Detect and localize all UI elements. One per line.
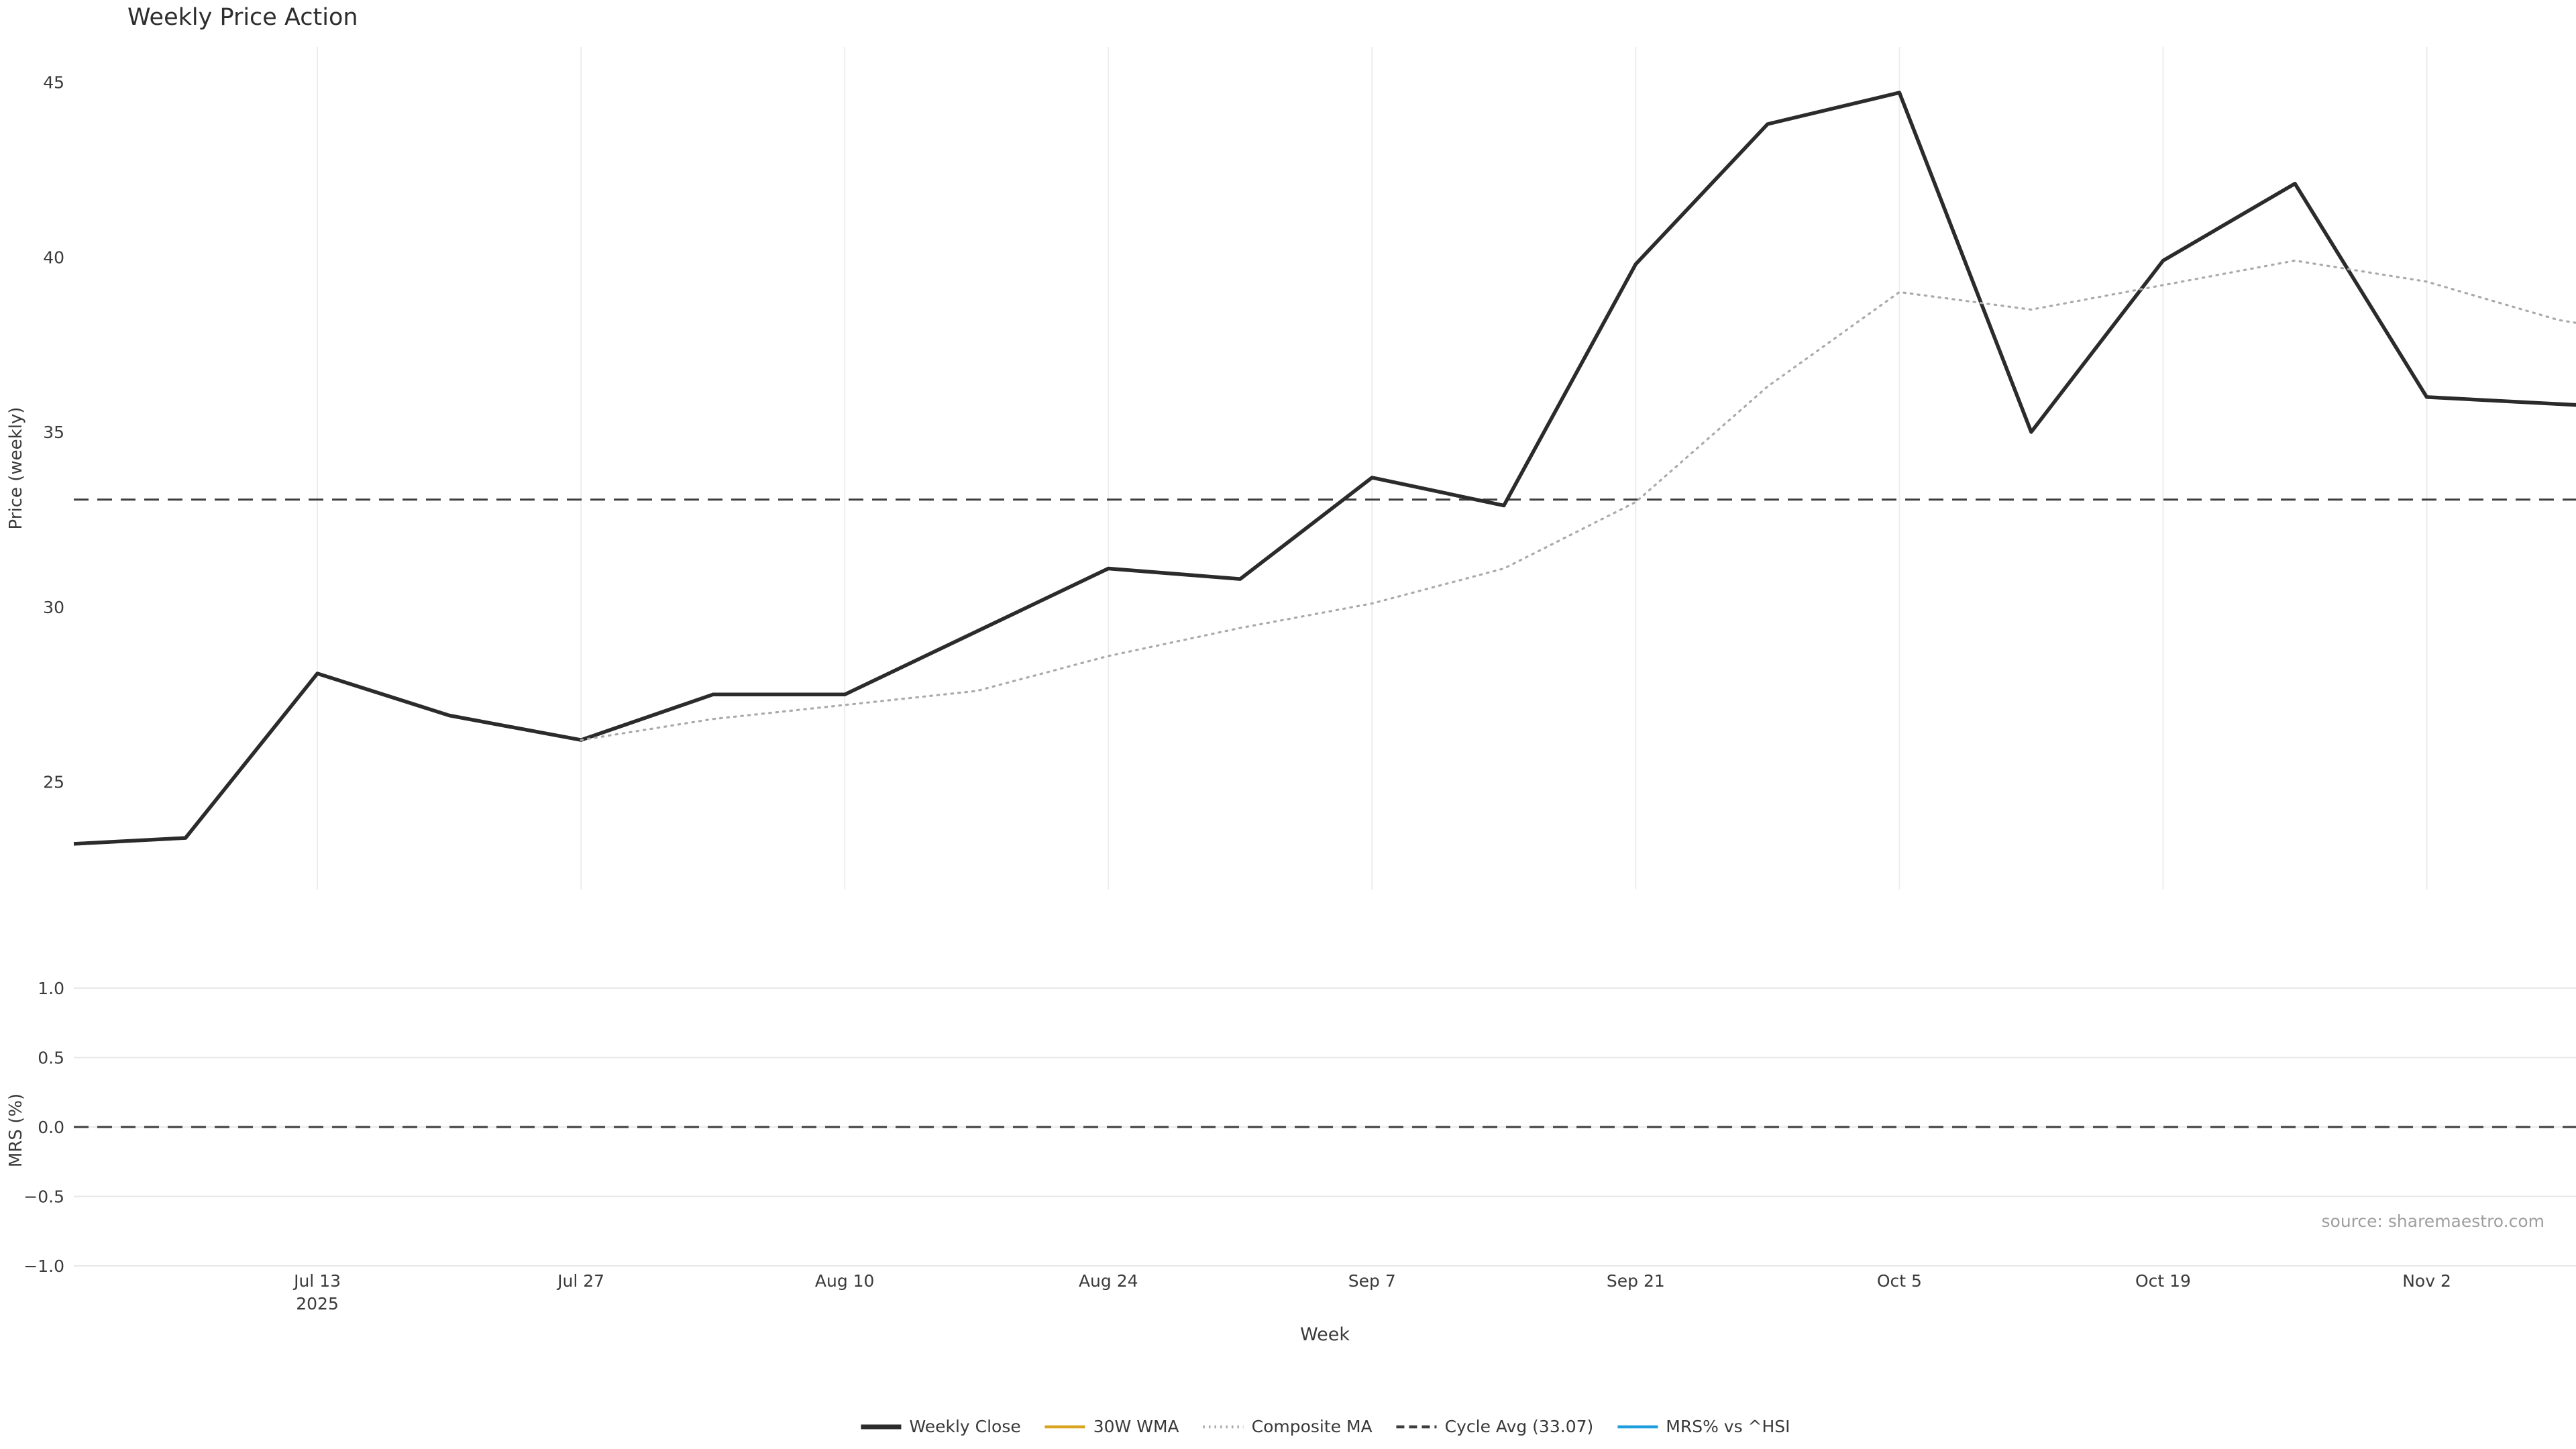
x-axis-label: Week (1300, 1324, 1350, 1345)
mrs-axis-label: MRS (%) (6, 1093, 26, 1168)
price-ytick-label: 40 (43, 248, 64, 267)
price-ytick-label: 30 (43, 598, 64, 617)
price-ytick-label: 45 (43, 72, 64, 92)
series-composite-ma (580, 259, 2576, 741)
legend-item-label: MRS% vs ^HSI (1666, 1417, 1790, 1436)
x-tick-label: Nov 2 (2402, 1271, 2451, 1291)
chart-title: Weekly Price Action (127, 4, 358, 31)
cycle-avg-line-icon (1396, 1425, 1437, 1428)
weekly-close-line-icon (861, 1424, 902, 1429)
mrs-ytick-label: 0.0 (38, 1118, 64, 1137)
source-note: source: sharemaestro.com (2321, 1212, 2545, 1231)
x-tick-year-label: 2025 (296, 1294, 339, 1313)
legend-item-cycle-avg: Cycle Avg (33.07) (1395, 1417, 1594, 1436)
x-tick-label: Jul 27 (556, 1271, 604, 1291)
x-tick-label: Jul 13 (292, 1271, 341, 1291)
mrs-ytick-label: 1.0 (38, 979, 64, 998)
mrs-ytick-label: 0.5 (38, 1049, 64, 1068)
legend-item-label: Weekly Close (909, 1417, 1021, 1436)
price-axis-label: Price (weekly) (6, 407, 26, 530)
mrs-line-icon (1617, 1425, 1658, 1428)
legend-item-weekly-close: Weekly Close (859, 1417, 1021, 1436)
series-weekly-close (74, 91, 2576, 846)
legend-item-composite-ma: Composite MA (1202, 1417, 1373, 1436)
x-tick-label: Sep 7 (1348, 1271, 1396, 1291)
legend: Weekly Close 30W WMA Composite MA Cycle … (859, 1417, 1790, 1436)
composite-ma-line-icon (1203, 1425, 1244, 1428)
legend-item-mrs-vs-hsi: MRS% vs ^HSI (1616, 1417, 1790, 1436)
x-tick-label: Aug 10 (815, 1271, 875, 1291)
mrs-ytick-label: −0.5 (23, 1187, 64, 1207)
price-ytick-label: 25 (43, 773, 64, 792)
x-tick-label: Oct 5 (1877, 1271, 1922, 1291)
legend-item-label: Composite MA (1251, 1417, 1373, 1436)
price-ytick-label: 35 (43, 423, 64, 442)
legend-item-label: Cycle Avg (33.07) (1444, 1417, 1594, 1436)
x-tick-label: Oct 19 (2135, 1271, 2191, 1291)
wma-line-icon (1044, 1425, 1085, 1428)
legend-item-label: 30W WMA (1093, 1417, 1179, 1436)
x-tick-label: Sep 21 (1607, 1271, 1665, 1291)
x-tick-label: Aug 24 (1079, 1271, 1138, 1291)
legend-item-30w-wma: 30W WMA (1044, 1417, 1179, 1436)
mrs-ytick-label: −1.0 (23, 1256, 64, 1276)
